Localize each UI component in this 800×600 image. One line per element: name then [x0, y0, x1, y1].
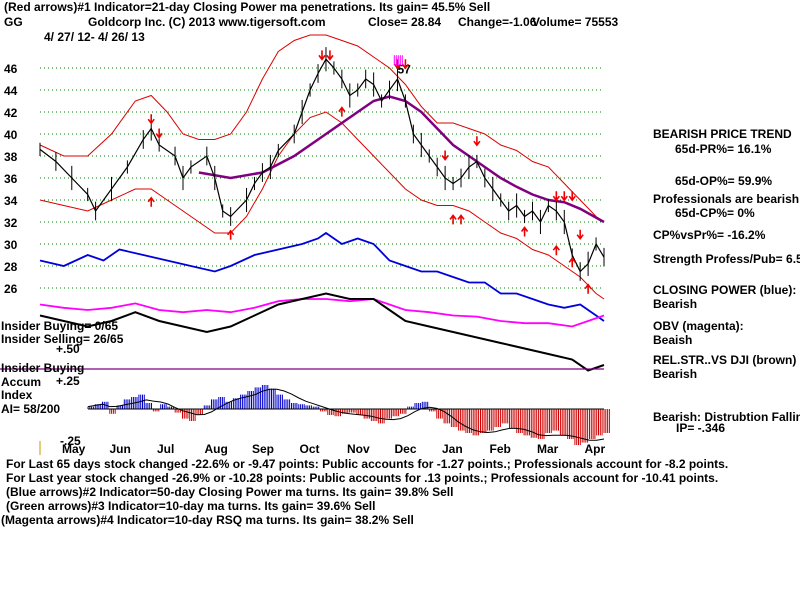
- month-label: Feb: [490, 442, 511, 456]
- sell-arrow-icon: [393, 59, 402, 70]
- y-tick-label: 38: [4, 150, 18, 164]
- label-plus25: +.25: [56, 374, 80, 388]
- closing-power-label: CLOSING POWER (blue):: [653, 283, 797, 297]
- y-tick-label: 30: [4, 238, 18, 252]
- buy-arrow-icon: [449, 214, 457, 225]
- footer-line4: (Green arrows)#3 Indicator=10-day ma tur…: [6, 499, 376, 513]
- sell-arrow-icon: [401, 59, 410, 70]
- buy-arrow-icon: [457, 214, 465, 225]
- accum-trend-line: [87, 388, 605, 441]
- ticker: GG: [4, 15, 23, 29]
- y-tick-label: 42: [4, 106, 18, 120]
- month-label: Oct: [300, 442, 320, 456]
- strength-profess-pub: Strength Profess/Pub= 6.5: [653, 252, 800, 266]
- obv-state: Beaish: [653, 333, 693, 347]
- y-tick-label: 26: [4, 282, 18, 296]
- sell-arrow-icon: [147, 114, 155, 125]
- upper-band: [39, 34, 605, 223]
- footer-line5: (Magenta arrows)#4 Indicator=10-day RSQ …: [1, 513, 414, 527]
- ip-value: IP= -.346: [676, 421, 726, 435]
- y-tick-label: 32: [4, 216, 18, 230]
- insider-buying-label: Insider Buying: [1, 361, 85, 375]
- distribution-label: Bearish: Distrubtion Falling: [653, 410, 800, 424]
- month-label: Sep: [252, 442, 274, 456]
- insider-buying-count: Insider Buying= 0/65: [1, 319, 119, 333]
- obv-label: OBV (magenta):: [653, 319, 744, 333]
- buy-arrow-icon: [338, 106, 346, 117]
- cp-pct: 65d-CP%= 0%: [675, 206, 755, 220]
- relstr-state: Bearish: [653, 367, 698, 381]
- accumulation-index: [87, 385, 610, 445]
- sell-arrow-icon: [552, 191, 560, 202]
- month-label: Jan: [442, 442, 463, 456]
- relstr-label: REL.STR..VS DJI (brown): [653, 353, 797, 367]
- sell-arrow-icon: [326, 50, 334, 61]
- relstr-line: [39, 292, 605, 372]
- y-tick-label: 40: [4, 128, 18, 142]
- pr-pct: 65d-PR%= 16.1%: [675, 142, 772, 156]
- trend-title: BEARISH PRICE TREND: [653, 127, 792, 141]
- sell-arrow-icon: [568, 191, 576, 202]
- closing-power-state: Bearish: [653, 297, 698, 311]
- obv-line: [39, 298, 605, 328]
- series-group: 57: [39, 47, 605, 372]
- ai-value: AI= 58/200: [1, 402, 61, 416]
- month-label: Aug: [205, 442, 228, 456]
- label-plus50: +.50: [56, 342, 80, 356]
- footer-line1: For Last 65 days stock changed -22.6% or…: [6, 457, 729, 471]
- sell-arrow-icon: [576, 229, 584, 241]
- op-pct: 65d-OP%= 59.9%: [675, 174, 773, 188]
- y-tick-label: 36: [4, 172, 18, 186]
- buy-arrow-icon: [520, 226, 529, 237]
- accum-label: Accum: [1, 375, 42, 389]
- buy-arrow-icon: [227, 229, 235, 240]
- sell-arrow-icon: [155, 128, 163, 139]
- index-label: Index: [1, 388, 33, 402]
- month-label: Apr: [585, 442, 606, 456]
- month-label: Nov: [347, 442, 370, 456]
- insider-selling-count: Insider Selling= 26/65: [1, 332, 124, 346]
- y-tick-label: 46: [4, 62, 18, 76]
- month-label: May: [62, 442, 86, 456]
- header-line1: (Red arrows)#1 Indicator=21-day Closing …: [4, 0, 491, 14]
- professionals-bearish: Professionals are bearish: [653, 192, 800, 206]
- closing-power-line: [39, 231, 605, 322]
- price-line: [39, 58, 605, 273]
- y-tick-label: 34: [4, 194, 18, 208]
- sell-arrow-icon: [473, 136, 481, 147]
- bollinger-bands: [39, 34, 605, 300]
- buy-arrow-icon: [552, 244, 560, 256]
- month-label: Dec: [395, 442, 417, 456]
- month-label: Jun: [110, 442, 131, 456]
- buy-arrow-icon: [147, 196, 155, 207]
- cp-vs-pr: CP%vsPr%= -16.2%: [653, 228, 766, 242]
- sell-arrow-icon: [560, 191, 568, 202]
- label-minus25: -.25: [60, 434, 81, 448]
- buy-arrow-icon: [584, 283, 592, 294]
- close-value: Close= 28.84: [368, 15, 442, 29]
- x-axis-months: May Jun Jul Aug Sep Oct Nov Dec Jan Feb Mar Apr: [62, 442, 605, 456]
- sell-arrow-icon: [441, 150, 449, 161]
- y-axis-ticks: 46 44 42 40 38 36 34 32 30 28 26: [4, 62, 18, 296]
- sell-arrow-icon: [318, 50, 326, 61]
- volume-value: Volume= 75553: [532, 15, 619, 29]
- date-range: 4/ 27/ 12- 4/ 26/ 13: [44, 30, 145, 44]
- company-title: Goldcorp Inc. (C) 2013 www.tigersoft.com: [88, 15, 326, 29]
- ma50-line: [198, 95, 605, 224]
- signal-arrows: [147, 50, 592, 294]
- y-tick-label: 44: [4, 84, 18, 98]
- footer-line2: For Last year stock changed -26.9% or -1…: [6, 471, 719, 485]
- lower-band: [39, 111, 605, 300]
- month-label: Mar: [537, 442, 559, 456]
- y-tick-label: 28: [4, 260, 18, 274]
- month-label: Jul: [157, 442, 174, 456]
- buy-arrow-icon: [568, 256, 576, 268]
- footer-line3: (Blue arrows)#2 Indicator=50-day Closing…: [6, 485, 454, 499]
- change-value: Change=-1.06: [458, 15, 537, 29]
- chart-grid: [40, 67, 604, 289]
